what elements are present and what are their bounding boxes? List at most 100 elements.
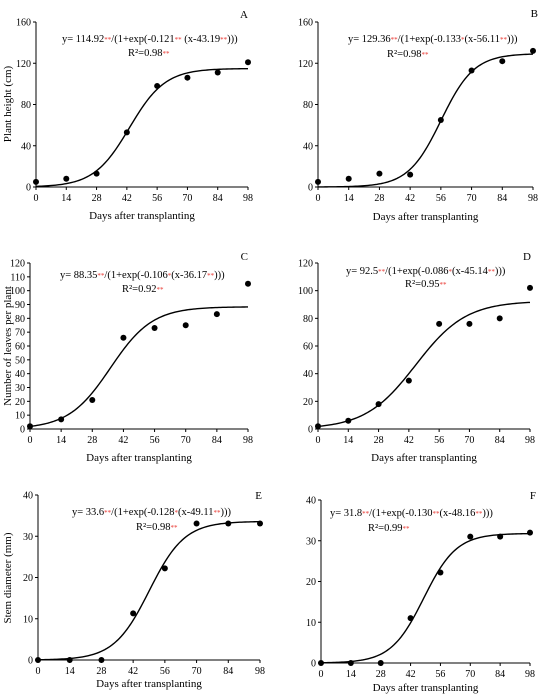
x-tick-label: 28 bbox=[96, 666, 106, 677]
data-point bbox=[245, 280, 251, 287]
x-tick-label: 56 bbox=[152, 193, 162, 204]
panel-a: 0 40 80 120 160 0 14 28 42 56 70 84 98 Days after tra… bbox=[2, 9, 253, 222]
equation-label: y= 33.6**/(1+exp(-0.128*(x-49.11**))) bbox=[72, 507, 232, 518]
x-axis-label: Days after transplanting bbox=[96, 678, 202, 690]
y-tick-label: 60 bbox=[303, 342, 313, 353]
equation-text: (x-48.16 bbox=[440, 508, 476, 519]
x-tick-label: 0 bbox=[28, 435, 33, 446]
significance-mark: ** bbox=[488, 268, 496, 276]
x-tick-label: 84 bbox=[495, 435, 505, 446]
equation-text: /(1+exp(-0.128 bbox=[111, 507, 174, 518]
y-tick-label: 80 bbox=[303, 314, 313, 325]
data-point bbox=[376, 170, 383, 177]
equation-text: ))) bbox=[227, 34, 238, 45]
y-tick-label: 20 bbox=[303, 397, 313, 408]
data-point bbox=[375, 401, 382, 408]
data-point bbox=[315, 423, 321, 430]
equation-label: y= 92.5**/(1+exp(-0.086*(x-45.14**))) bbox=[346, 266, 506, 277]
x-tick-label: 28 bbox=[87, 435, 97, 446]
data-point bbox=[130, 610, 137, 617]
y-axis-label: Plant height (cm) bbox=[2, 65, 14, 142]
x-tick-label: 42 bbox=[406, 669, 416, 680]
y-axis-label: Number of leaves per plant bbox=[2, 286, 14, 406]
x-tick-label: 42 bbox=[118, 435, 128, 446]
data-point bbox=[63, 175, 70, 182]
significance-mark: ** bbox=[162, 50, 170, 58]
significance-mark: ** bbox=[421, 51, 429, 59]
fitted-curve bbox=[35, 67, 249, 188]
x-tick-label: 70 bbox=[182, 193, 192, 204]
data-point bbox=[245, 59, 251, 66]
y-tick-label: 0 bbox=[28, 656, 33, 667]
panel-label: D bbox=[523, 251, 531, 263]
significance-mark: ** bbox=[207, 272, 215, 280]
y-tick-label: 30 bbox=[15, 383, 25, 394]
equation-text: (x-56.11 bbox=[465, 34, 500, 45]
x-axis-label: Days after transplanting bbox=[371, 452, 477, 464]
significance-mark: * bbox=[168, 272, 172, 280]
y-axis-label: Stem diameter (mm) bbox=[2, 532, 14, 623]
y-tick-label: 120 bbox=[298, 259, 313, 270]
y-tick-label: 0 bbox=[308, 425, 313, 436]
equation-text: ))) bbox=[507, 34, 518, 45]
y-tick-label: 0 bbox=[26, 183, 31, 194]
x-tick-label: 0 bbox=[316, 435, 321, 446]
x-tick-label: 56 bbox=[436, 193, 446, 204]
significance-mark: ** bbox=[378, 268, 386, 276]
data-point bbox=[214, 69, 221, 76]
significance-mark: ** bbox=[500, 36, 508, 44]
y-tick-label: 60 bbox=[15, 342, 25, 353]
x-tick-label: 42 bbox=[122, 193, 132, 204]
y-tick-label: 40 bbox=[23, 491, 33, 502]
data-point bbox=[225, 520, 232, 527]
significance-mark: ** bbox=[104, 509, 112, 517]
y-tick-label: 80 bbox=[15, 314, 25, 325]
x-tick-label: 14 bbox=[344, 193, 354, 204]
equation-text: y= 92.5 bbox=[346, 266, 378, 277]
significance-mark: ** bbox=[175, 36, 183, 44]
data-point bbox=[184, 74, 191, 81]
equation-text: y= 33.6 bbox=[72, 507, 104, 518]
x-tick-label: 28 bbox=[374, 435, 384, 446]
data-point bbox=[93, 170, 100, 177]
data-point bbox=[66, 657, 73, 663]
data-point bbox=[58, 416, 65, 423]
panel-label: E bbox=[255, 490, 262, 502]
data-point bbox=[154, 82, 161, 89]
data-point bbox=[466, 320, 473, 327]
y-tick-label: 20 bbox=[15, 397, 25, 408]
y-tick-label: 40 bbox=[306, 496, 316, 507]
significance-mark: * bbox=[449, 268, 453, 276]
y-tick-label: 80 bbox=[21, 100, 31, 111]
y-tick-label: 10 bbox=[15, 411, 25, 422]
equation-text: /(1+exp(-0.106 bbox=[104, 270, 167, 281]
x-axis-label: Days after transplanting bbox=[373, 682, 479, 694]
equation-text: /(1+exp(-0.121 bbox=[111, 34, 174, 45]
x-tick-label: 14 bbox=[346, 669, 356, 680]
significance-mark: ** bbox=[104, 36, 112, 44]
data-point bbox=[468, 67, 475, 74]
x-axis-label: Days after transplanting bbox=[86, 452, 192, 464]
data-point bbox=[407, 171, 414, 178]
significance-mark: ** bbox=[156, 286, 164, 294]
equation-text: (x-36.17 bbox=[171, 270, 207, 281]
x-tick-label: 98 bbox=[255, 666, 265, 677]
fitted-curve bbox=[317, 301, 531, 428]
panel-f: 0 10 20 30 40 0 14 28 42 56 70 84 98 Days after trans… bbox=[306, 490, 536, 694]
y-tick-label: 160 bbox=[16, 18, 31, 29]
x-tick-label: 70 bbox=[465, 669, 475, 680]
significance-mark: ** bbox=[402, 525, 410, 533]
data-point bbox=[497, 533, 504, 540]
x-tick-label: 70 bbox=[192, 666, 202, 677]
data-point bbox=[347, 660, 354, 666]
r-squared-label: R²=0.99** bbox=[368, 523, 410, 534]
fitted-curve bbox=[317, 53, 534, 188]
data-point bbox=[98, 657, 105, 663]
y-tick-label: 50 bbox=[15, 355, 25, 366]
x-tick-label: 70 bbox=[467, 193, 477, 204]
x-tick-label: 28 bbox=[376, 669, 386, 680]
x-tick-label: 70 bbox=[464, 435, 474, 446]
equation-text: y= 129.36 bbox=[348, 34, 391, 45]
panel-label: C bbox=[241, 251, 248, 263]
data-point bbox=[437, 116, 444, 123]
